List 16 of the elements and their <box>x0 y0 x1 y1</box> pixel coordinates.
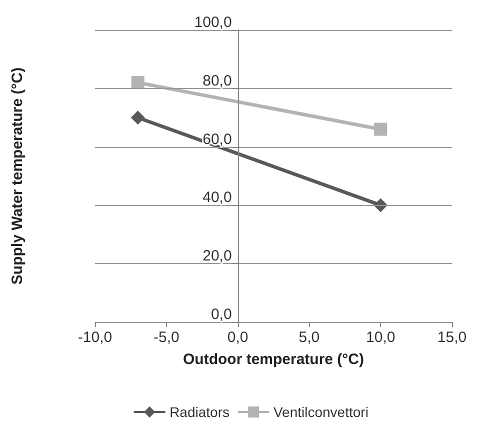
legend-label: Ventilconvettori <box>273 404 368 420</box>
x-tick-label: 5,0 <box>298 329 320 346</box>
x-tick-label: -10,0 <box>78 329 112 346</box>
y-tick-label: 60,0 <box>202 130 232 148</box>
x-axis-title: Outdoor temperature (°C) <box>182 351 364 368</box>
y-axis-title: Supply Water temperature (°C) <box>9 67 26 285</box>
x-tick-label: 15,0 <box>437 329 467 346</box>
y-tick-label: 40,0 <box>202 189 232 206</box>
x-tick-label: 10,0 <box>366 329 396 346</box>
y-tick-label: 80,0 <box>202 72 232 90</box>
x-tick-label: 0,0 <box>227 329 248 346</box>
x-tick-label: -5,0 <box>153 329 180 346</box>
y-tick-label: 0,0 <box>210 306 232 323</box>
legend-label: Radiators <box>170 404 230 420</box>
y-tick-label: 100,0 <box>194 14 232 31</box>
y-tick-label: 20,0 <box>202 248 232 265</box>
